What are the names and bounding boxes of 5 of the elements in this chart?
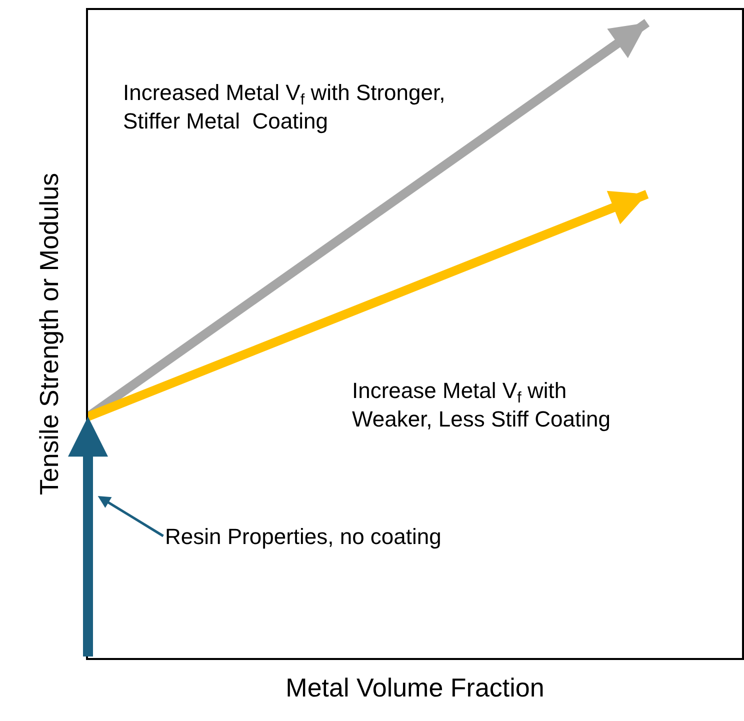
- annotation: Increase Metal V$_{f}$ with Weaker, Less Stiff Coating: [352, 378, 610, 432]
- y-axis-title: Tensile Strength or Modulus: [34, 172, 64, 496]
- annotation: Increased Metal V$_{f}$ with Stronger, Stiffer Metal Coating: [123, 80, 446, 134]
- x-axis-title: Metal Volume Fraction: [286, 672, 544, 703]
- annotation: Resin Properties, no coating: [165, 524, 442, 549]
